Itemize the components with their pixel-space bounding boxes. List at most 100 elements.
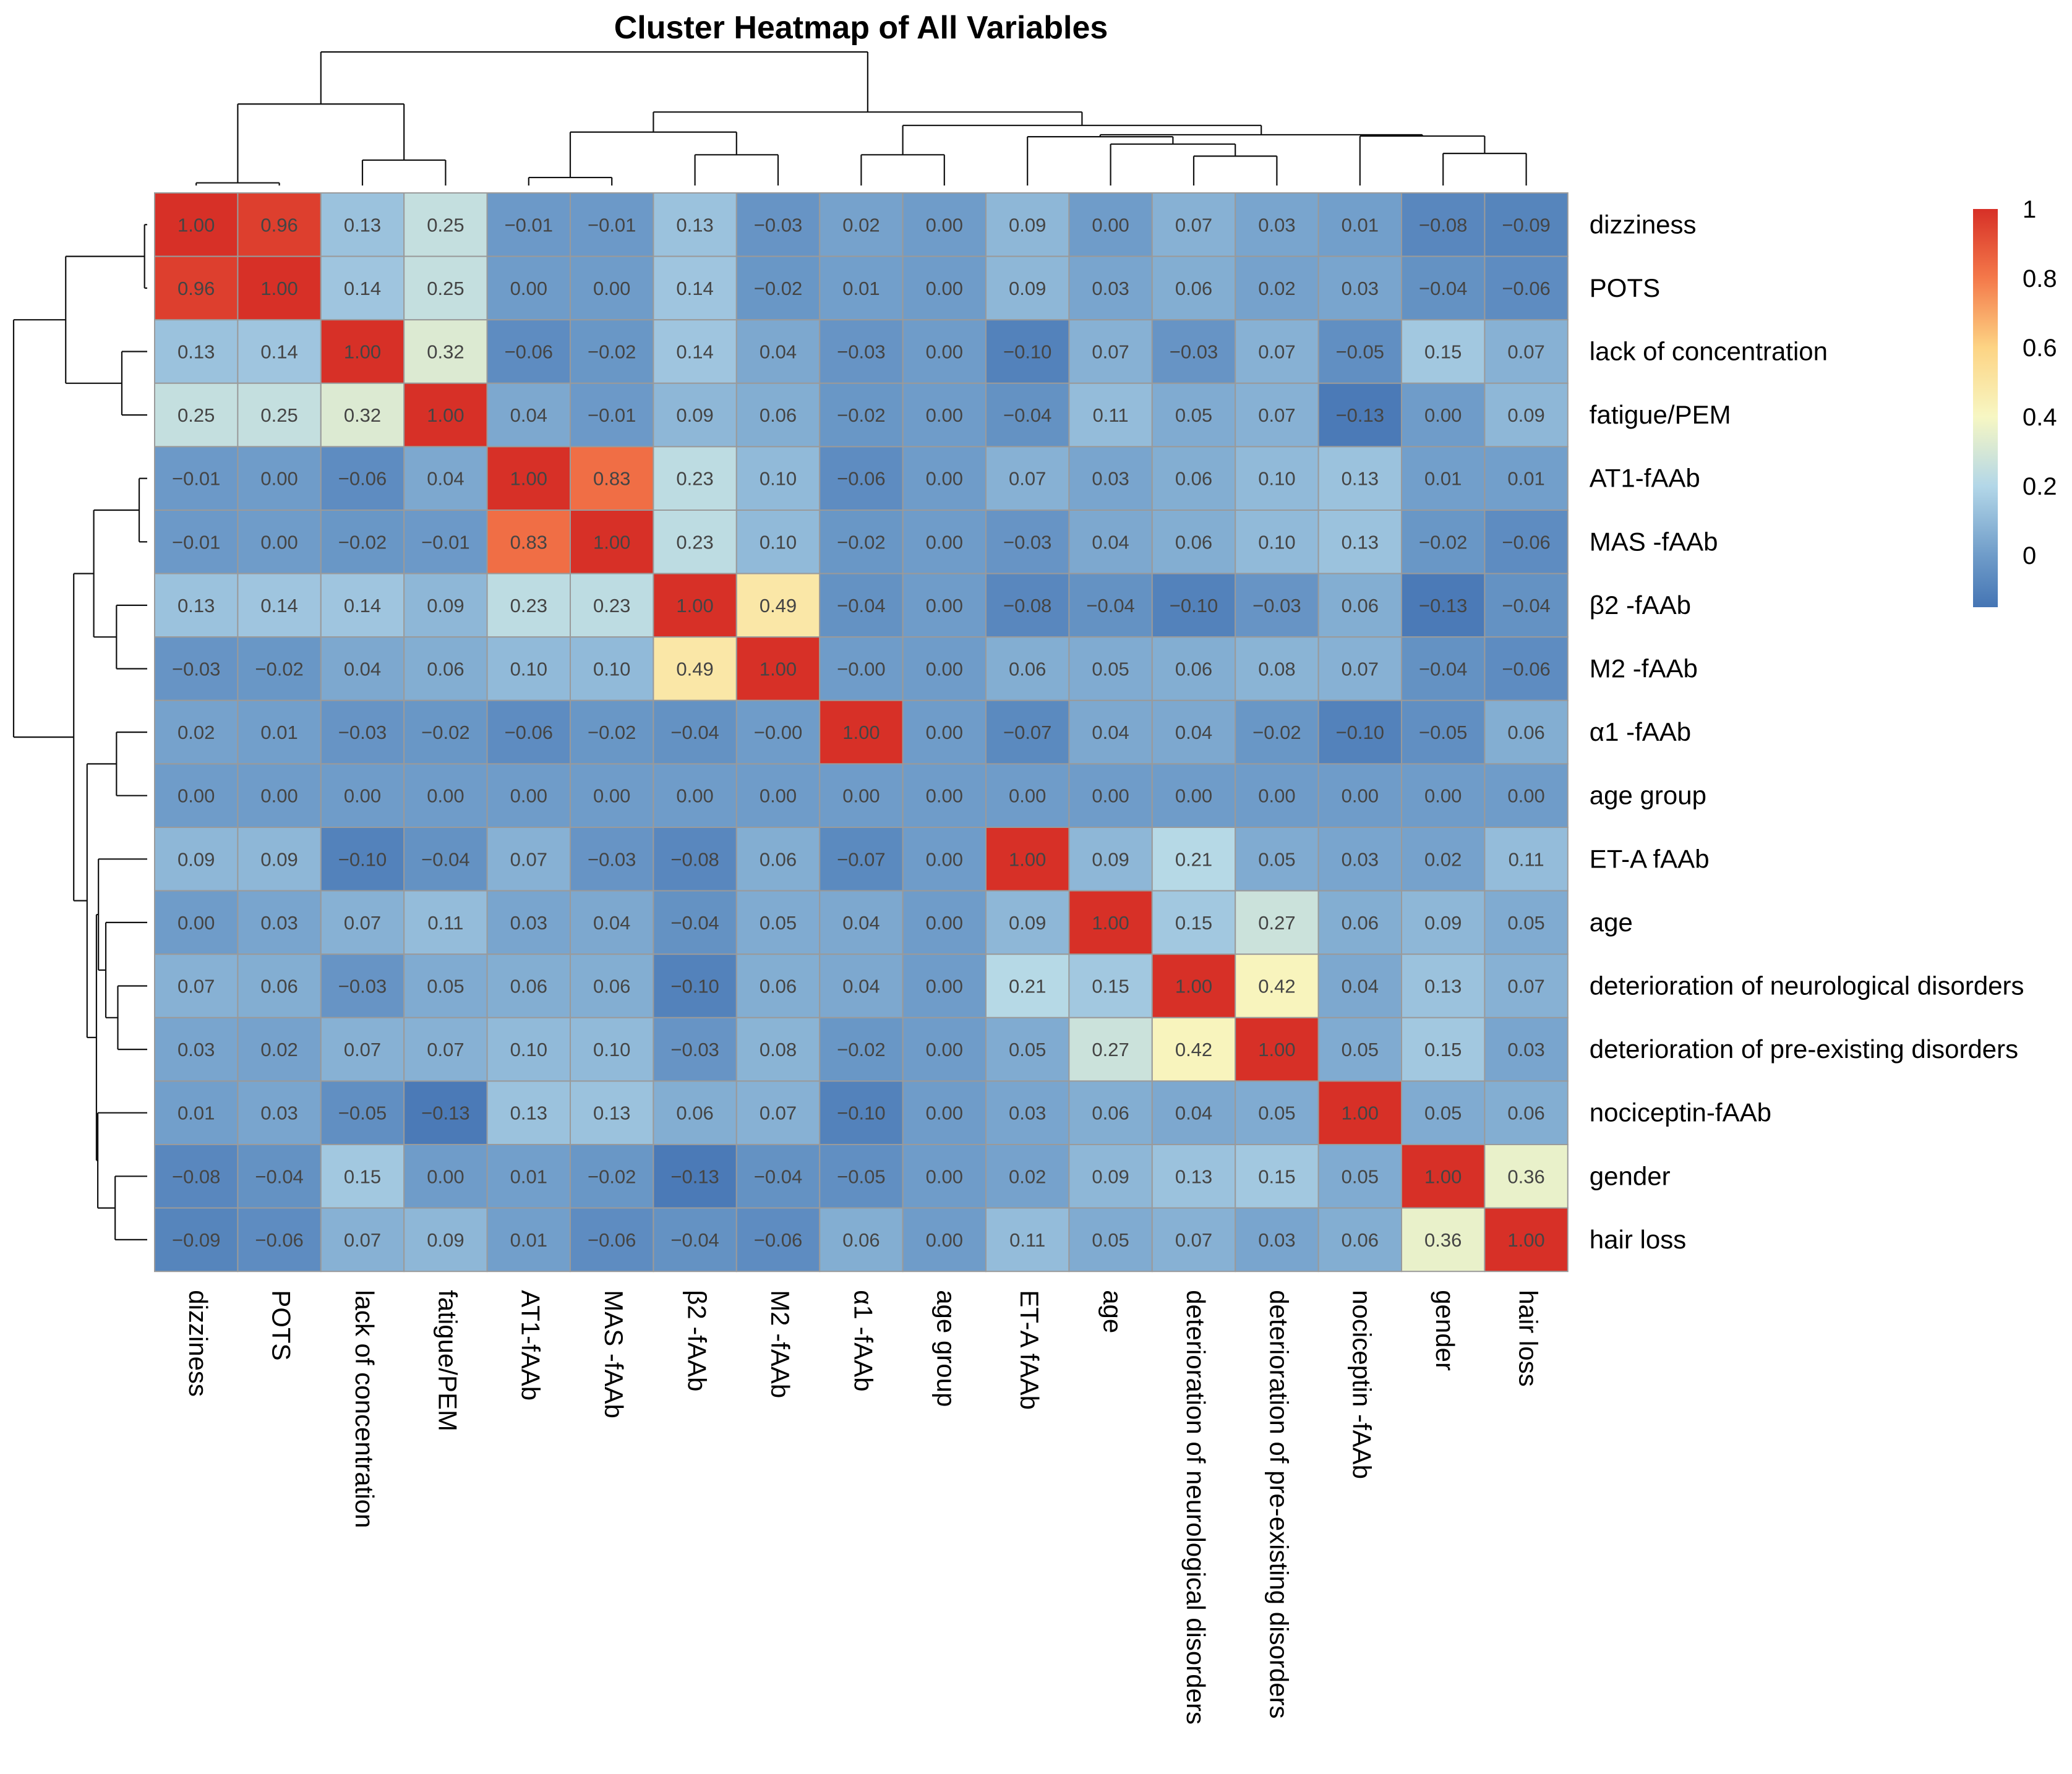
cell-value-label: 0.49 (676, 659, 713, 680)
cell-value-label: 0.02 (178, 722, 215, 743)
heatmap-cell (735, 1207, 821, 1273)
heatmap-cell (819, 636, 904, 701)
row-label: gender (1590, 1161, 1671, 1190)
cell-value-label: 1.00 (510, 468, 547, 490)
heatmap-cell (1317, 1207, 1403, 1273)
column-label: M2 -fAAb (766, 1290, 795, 1398)
heatmap-cell (1484, 510, 1569, 574)
heatmap-cell (819, 446, 904, 511)
heatmap-cell (735, 319, 821, 384)
heatmap-cell (735, 1080, 821, 1146)
heatmap-cell (320, 1207, 405, 1273)
cell-value-label: 0.05 (1258, 1102, 1295, 1124)
cell-value-label: −0.13 (1419, 595, 1467, 616)
heatmap-cell (653, 382, 737, 448)
cell-value-label: 0.13 (593, 1102, 630, 1124)
cell-value-label: 0.00 (926, 722, 963, 743)
cell-value-label: 0.09 (676, 404, 713, 426)
cell-value-label: 0.06 (1175, 659, 1212, 680)
cell-value-label: 0.03 (1342, 848, 1379, 870)
cell-value-label: 0.09 (1009, 278, 1046, 299)
heatmap-cell (154, 953, 239, 1018)
heatmap-cell (902, 446, 987, 511)
heatmap-cell (735, 699, 821, 765)
cell-value-label: 0.00 (178, 912, 215, 934)
row-label: fatigue/PEM (1590, 400, 1731, 429)
heatmap-cell (570, 1207, 654, 1273)
heatmap-cell (237, 636, 322, 701)
heatmap-cell (1317, 1080, 1403, 1146)
cell-value-label: 0.05 (1009, 1039, 1046, 1060)
cell-value-label: 0.07 (344, 1039, 381, 1060)
cell-value-label: 0.06 (676, 1102, 713, 1124)
heatmap-cell (237, 699, 322, 765)
heatmap-cell (1484, 1017, 1569, 1082)
cell-value-label: 0.49 (760, 595, 797, 616)
heatmap-cell (154, 1144, 239, 1209)
column-label: AT1-fAAb (516, 1290, 546, 1401)
heatmap-cell (1317, 699, 1403, 765)
cell-value-label: 1.00 (1342, 1102, 1379, 1124)
heatmap-cell (320, 636, 405, 701)
heatmap-cell (735, 192, 821, 257)
heatmap-cell (570, 763, 654, 829)
cell-value-label: −0.06 (505, 341, 553, 363)
cell-value-label: −0.08 (670, 848, 719, 870)
heatmap-cell (1151, 890, 1236, 955)
cell-value-label: 0.07 (1507, 341, 1544, 363)
cell-value-label: 0.04 (1092, 531, 1129, 553)
heatmap-cell (1151, 446, 1236, 511)
cell-value-label: 0.07 (344, 912, 381, 934)
chart-title: Cluster Heatmap of All Variables (614, 10, 1108, 46)
heatmap-cell (403, 1207, 488, 1273)
heatmap-cell (1484, 827, 1569, 892)
cell-value-label: −0.03 (338, 722, 387, 743)
cell-value-label: 0.04 (344, 659, 381, 680)
row-label: age group (1590, 781, 1706, 810)
cell-value-label: 0.03 (510, 912, 547, 934)
cell-value-label: 0.07 (1175, 1229, 1212, 1251)
cell-value-label: 1.00 (1092, 912, 1129, 934)
cell-value-label: −0.04 (1086, 595, 1134, 616)
cell-value-label: 0.00 (427, 1166, 464, 1187)
heatmap-cell (1151, 953, 1236, 1018)
heatmap-cell (1235, 255, 1319, 321)
cell-value-label: −0.05 (837, 1166, 885, 1187)
cell-value-label: 0.06 (1175, 468, 1212, 490)
cell-value-label: 0.01 (1507, 468, 1544, 490)
cell-value-label: 0.04 (427, 468, 464, 490)
heatmap-cell (819, 573, 904, 638)
heatmap-cell (1235, 827, 1319, 892)
cell-value-label: 0.13 (178, 341, 215, 363)
cell-value-label: 0.13 (1175, 1166, 1212, 1187)
heatmap-cell (1401, 1207, 1486, 1273)
heatmap-cell (403, 636, 488, 701)
cell-value-label: −0.00 (837, 659, 885, 680)
cell-value-label: −0.01 (172, 468, 220, 490)
cell-value-label: 0.00 (510, 278, 547, 299)
heatmap-cell (486, 1080, 571, 1146)
heatmap-cell (819, 953, 904, 1018)
heatmap-cell (486, 382, 571, 448)
cell-value-label: 0.07 (760, 1102, 797, 1124)
heatmap-cell (403, 763, 488, 829)
heatmap-cell (403, 1144, 488, 1209)
cell-value-label: 0.15 (1175, 912, 1212, 934)
heatmap-cell (154, 890, 239, 955)
cell-value-label: 0.00 (926, 848, 963, 870)
column-label: lack of concentration (350, 1290, 379, 1528)
heatmap-cell (819, 1144, 904, 1209)
cell-value-label: 0.06 (760, 976, 797, 997)
heatmap-cell (1484, 1207, 1569, 1273)
heatmap-cell (1235, 382, 1319, 448)
cell-value-label: −0.02 (588, 722, 636, 743)
cell-value-label: −0.02 (421, 722, 469, 743)
heatmap-cell (1235, 953, 1319, 1018)
heatmap-cell (1401, 573, 1486, 638)
cell-value-label: 0.23 (510, 595, 547, 616)
cell-value-label: 0.07 (178, 976, 215, 997)
row-label: deterioration of neurological disorders (1590, 971, 2024, 1000)
heatmap-cell (154, 255, 239, 321)
heatmap-cell (320, 192, 405, 257)
cell-value-label: −0.03 (1003, 531, 1051, 553)
